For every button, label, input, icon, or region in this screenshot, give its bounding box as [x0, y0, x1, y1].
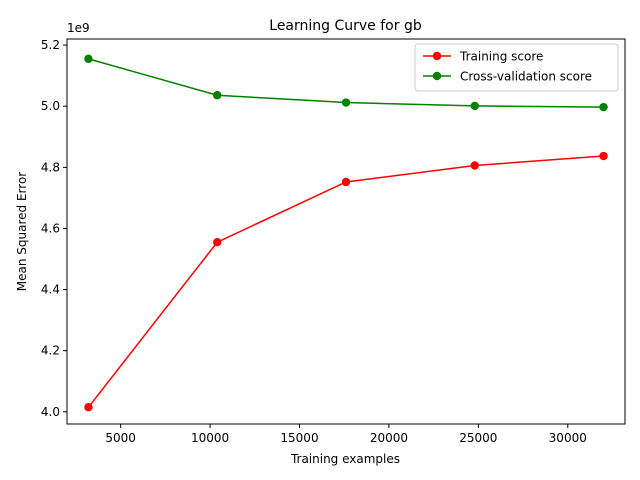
training-score-point	[84, 402, 93, 412]
legend-cross-validation-score-label: Cross-validation score	[460, 70, 592, 84]
y-axis-label: Mean Squared Error	[15, 172, 29, 292]
cross-validation-score-point	[213, 91, 222, 100]
x-tick-label: 10000	[191, 431, 229, 445]
x-tick-label: 15000	[280, 431, 318, 445]
cross-validation-score-point	[341, 98, 351, 107]
axes-frame	[66, 38, 626, 425]
legend-training-score-marker	[432, 51, 442, 61]
legend: Training score Cross-validation score	[414, 43, 619, 92]
plot-area	[84, 54, 608, 412]
y-offset-label: 1e9	[67, 21, 90, 35]
cross-validation-score-point	[84, 54, 93, 64]
training-score-point	[599, 151, 608, 161]
y-tick-label: 4.8	[41, 160, 60, 174]
training-score-point	[213, 237, 222, 247]
cross-validation-score-point	[470, 101, 479, 111]
y-tick-label: 4.0	[41, 405, 60, 419]
x-tick-label: 30000	[549, 431, 587, 445]
training-score-point	[341, 177, 351, 187]
y-axis: 4.0 4.2 4.4 4.6 4.8 5.0 5.2	[41, 38, 67, 419]
x-tick-label: 5000	[105, 431, 136, 445]
legend-cross-validation-score-marker	[432, 71, 442, 81]
cross-validation-score-point	[599, 102, 608, 112]
y-tick-label: 5.2	[41, 38, 60, 52]
y-tick-label: 4.6	[41, 221, 60, 235]
legend-box	[414, 43, 619, 92]
training-score-point	[470, 161, 479, 170]
chart-title: Learning Curve for gb	[269, 18, 422, 34]
x-axis: 5000 10000 15000 20000 25000 30000	[105, 424, 587, 445]
y-tick-label: 4.4	[41, 283, 60, 297]
x-tick-label: 25000	[459, 431, 497, 445]
y-tick-label: 4.2	[41, 344, 60, 358]
x-axis-label: Training examples	[290, 452, 400, 466]
x-tick-label: 20000	[370, 431, 408, 445]
legend-training-score-label: Training score	[459, 50, 543, 64]
y-tick-label: 5.0	[41, 99, 60, 113]
